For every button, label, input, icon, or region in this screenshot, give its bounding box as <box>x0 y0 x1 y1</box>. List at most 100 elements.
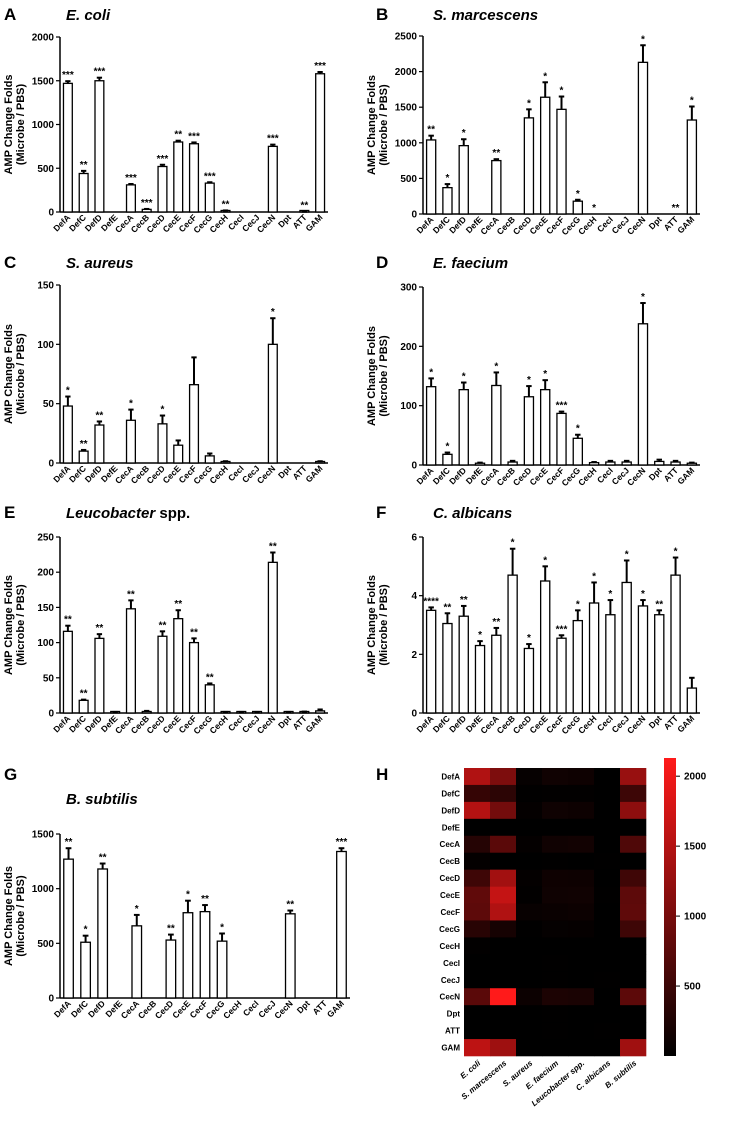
y-tick-label: 150 <box>37 603 54 614</box>
x-tick-label-group: DefD <box>86 998 107 1019</box>
heatmap-row-label: ATT <box>445 1027 460 1036</box>
x-tick-label-group: CecN <box>625 214 647 236</box>
bar <box>539 580 551 714</box>
x-tick-label: CecN <box>255 463 277 485</box>
bar <box>216 940 228 999</box>
heatmap-cell <box>542 869 569 887</box>
x-tick-label-group: DefC <box>69 998 90 1019</box>
bar <box>442 622 453 714</box>
x-tick-label: Dpt <box>647 214 664 231</box>
bar <box>62 82 73 213</box>
x-tick-label-group: CecA <box>119 998 141 1020</box>
x-tick-label-group: Dpt <box>647 214 664 231</box>
significance-label: * <box>527 98 531 109</box>
significance-label: * <box>576 424 580 435</box>
bar <box>491 384 502 466</box>
x-tick-label-group: CecE <box>528 465 550 487</box>
y-tick-label: 1000 <box>32 120 55 131</box>
y-tick-label: 6 <box>411 533 417 544</box>
heatmap-cell <box>464 869 491 887</box>
significance-label: ** <box>222 199 230 210</box>
heatmap-cell <box>490 1005 517 1023</box>
bar <box>523 396 535 466</box>
heatmap-cell <box>464 1022 491 1040</box>
significance-label: * <box>641 292 645 303</box>
heatmap-cell <box>620 937 647 955</box>
heatmap-cell <box>516 937 543 955</box>
bar <box>157 423 168 464</box>
x-tick-label: DefA <box>52 998 73 1019</box>
bar <box>539 388 551 466</box>
heatmap-cell <box>594 1022 621 1040</box>
significance-label: * <box>84 925 88 936</box>
heatmap-cell <box>568 903 595 921</box>
panel-h: H DefA DefC DefD DefE CecA CecB CecD CecE CecF Cec… <box>376 758 707 1108</box>
x-tick-label: CecN <box>625 713 647 735</box>
x-tick-label-group: CecN <box>272 998 294 1020</box>
bar <box>588 602 600 714</box>
significance-label: ** <box>80 439 88 450</box>
heatmap-cell <box>594 954 621 972</box>
heatmap-cell <box>516 869 543 887</box>
bar <box>556 412 567 466</box>
x-tick-label-group: DefC <box>431 465 452 486</box>
bar <box>62 405 73 464</box>
heatmap-cell <box>568 954 595 972</box>
x-tick-label: DefC <box>431 713 452 734</box>
y-axis-title-line: (Microbe / PBS) <box>15 333 27 415</box>
heatmap-cell <box>464 954 491 972</box>
y-axis-title-line: (Microbe / PBS) <box>15 875 27 957</box>
bar <box>556 637 567 714</box>
bar <box>621 461 632 466</box>
bar <box>425 609 437 714</box>
y-tick-label: 1500 <box>32 76 55 87</box>
heatmap-cell <box>490 954 517 972</box>
heatmap-cell <box>568 988 595 1006</box>
significance-label: * <box>129 399 133 410</box>
bar <box>188 384 200 464</box>
heatmap-cell <box>568 937 595 955</box>
bar <box>572 437 584 466</box>
heatmap-cell <box>568 852 595 870</box>
y-axis-title-line: AMP Change Folds <box>3 575 15 675</box>
significance-label: ** <box>127 589 135 600</box>
heatmap-row-label: DefC <box>441 789 460 798</box>
bar <box>284 913 296 999</box>
significance-label: ** <box>80 160 88 171</box>
y-axis-title: AMP Change Folds (Microbe / PBS) <box>366 575 390 675</box>
heatmap-cell <box>516 784 543 803</box>
x-tick-label-group: DefA <box>52 998 73 1019</box>
heatmap-cell <box>568 1022 595 1040</box>
significance-label: *** <box>125 173 137 184</box>
heatmap-cell <box>568 784 595 803</box>
heatmap-cell <box>516 971 543 989</box>
x-tick-label-group: Dpt <box>295 998 312 1015</box>
x-tick-label: GAM <box>675 214 696 235</box>
bar <box>165 939 177 999</box>
bar <box>94 637 105 714</box>
panel-f: F C. albicans AMP Change Folds (Microbe / P… <box>366 503 700 736</box>
y-axis-title-line: (Microbe / PBS) <box>15 584 27 666</box>
significance-label: ** <box>206 672 214 683</box>
x-tick-label-group: CecE <box>170 998 192 1020</box>
bar <box>654 460 665 466</box>
x-tick-label-group: Dpt <box>276 713 293 730</box>
x-tick-label: DefC <box>431 214 452 235</box>
heatmap-cell <box>490 1039 517 1057</box>
panel-label: F <box>376 503 386 522</box>
heatmap-cell <box>620 1022 647 1040</box>
x-tick-label-group: GAM <box>303 212 324 233</box>
panel-d: D E. faecium AMP Change Folds (Microbe / PB… <box>366 253 700 488</box>
heatmap-cell <box>490 920 517 938</box>
x-tick-label: CecG <box>204 998 227 1021</box>
y-axis-title: AMP Change Folds (Microbe / PBS) <box>3 575 27 675</box>
heatmap-cell <box>490 852 517 870</box>
significance-label: ** <box>96 623 104 634</box>
chart-title: Leucobacter spp. <box>66 505 190 522</box>
y-axis-title-line: AMP Change Folds <box>366 575 378 675</box>
heatmap-cell <box>594 903 621 921</box>
bar <box>157 635 168 714</box>
significance-label: * <box>527 375 531 386</box>
heatmap-cell <box>516 903 543 921</box>
